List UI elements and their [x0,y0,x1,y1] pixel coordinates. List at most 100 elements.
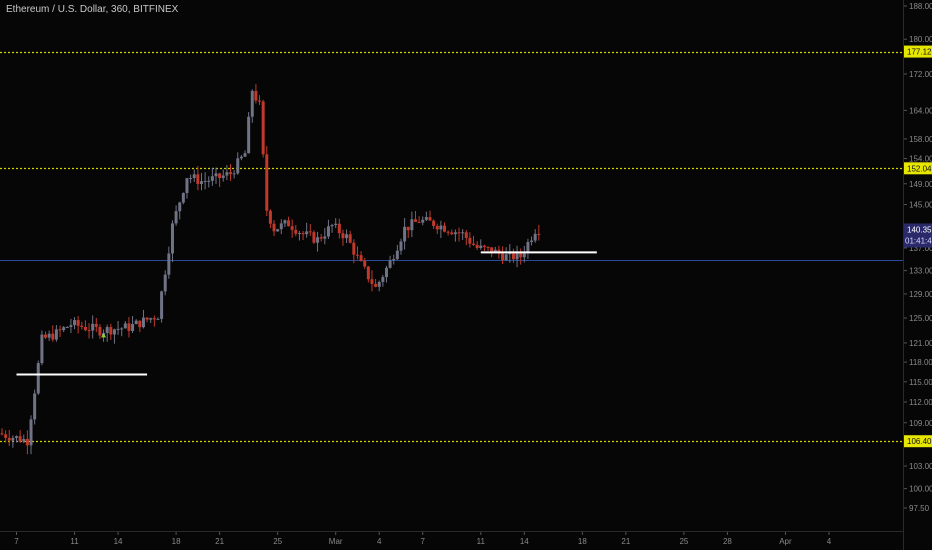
candle-body [283,220,287,224]
price-tick-label: 100.00 [909,485,932,494]
candle-body [203,181,207,183]
candle-body [36,363,40,394]
candle-body [348,234,352,243]
price-axis[interactable]: 188.00 180.00 172.00 164.00 158.00 154.00 149.… [904,2,932,513]
level-badge-label: 152.04 [907,164,932,173]
candle-body [272,223,276,232]
candle-body [58,329,62,331]
candle-body [316,237,320,243]
candle-body [134,320,138,325]
candlesticks [0,84,541,455]
candle-body [268,210,272,224]
time-tick-label: 4 [827,537,832,546]
time-tick-label: 25 [679,537,688,546]
candle-body [370,279,374,284]
candle-body [501,253,505,261]
current-price-label: 140.35 [907,225,932,234]
horizontal-levels [0,51,903,443]
time-tick-label: 7 [14,537,19,546]
time-tick-label: 7 [421,537,426,546]
candle-body [44,334,48,338]
candle-body [290,226,294,230]
current-price-badge [904,223,932,248]
candle-body [138,320,142,328]
candle-body [421,219,425,223]
candle-body [18,436,22,442]
candle-body [377,281,381,287]
candle-body [475,244,479,248]
candle-body [239,156,243,159]
candle-body [15,436,19,438]
candle-body [87,330,91,332]
time-tick-label: 14 [114,537,123,546]
candle-body [428,217,432,221]
candle-body [482,245,486,247]
candle-body [156,318,160,320]
candle-body [141,317,145,328]
candle-body [83,327,87,331]
candle-body [453,232,457,235]
candle-body [261,101,265,155]
price-tick-label: 133.00 [909,267,932,276]
candle-body [116,328,120,330]
candle-body [149,318,153,320]
countdown-label: 01:41:45 [905,236,932,245]
candle-body [533,233,537,241]
candle-body [167,253,171,275]
candle-body [51,333,55,340]
candle-body [511,251,515,260]
candle-body [359,255,363,261]
candle-body [381,277,385,282]
candle-body [160,291,164,319]
candle-body [446,231,450,233]
candle-body [504,254,508,261]
candle-body [490,247,494,254]
candle-body [537,233,541,235]
candle-body [33,393,37,420]
candle-body [326,226,330,237]
candle-body [366,266,370,280]
candle-body [62,327,66,331]
candle-body [76,320,80,326]
time-tick-label: 14 [520,537,529,546]
candle-body [185,178,189,194]
candle-body [522,253,526,258]
candle-body [319,237,323,239]
time-tick-label: Apr [779,537,792,546]
time-tick-label: 18 [578,537,587,546]
price-tick-label: 188.00 [909,2,932,11]
price-tick-label: 172.00 [909,70,932,79]
price-tick-label: 103.00 [909,462,932,471]
time-tick-label: 18 [172,537,181,546]
candle-body [519,252,523,258]
price-tick-label: 121.00 [909,339,932,348]
candle-body [341,233,345,239]
time-tick-label: 21 [621,537,630,546]
candle-body [279,223,283,230]
candle-body [29,419,33,446]
candle-body [374,283,378,287]
level-badge [904,45,932,58]
price-tick-label: 129.00 [909,290,932,299]
time-axis[interactable]: 7 11 14 18 21 25 Mar 4 7 11 14 18 21 25 28 Apr 4 [14,532,832,546]
candle-body [294,229,298,234]
candle-body [54,329,58,340]
candle-body [120,328,124,330]
candle-body [450,232,454,235]
price-tick-label: 97.50 [909,504,930,513]
time-tick-label: 11 [70,537,79,546]
candle-body [214,173,218,177]
candle-body [229,172,233,175]
candle-body [80,325,84,328]
candle-body [131,324,135,331]
candle-body [297,233,301,235]
candle-body [236,158,240,174]
candle-body [7,437,11,441]
candle-body [424,217,428,220]
candle-body [127,323,131,331]
candle-body [435,225,439,230]
candle-body [265,154,269,211]
time-tick-label: 11 [477,537,486,546]
candle-body [337,223,341,234]
